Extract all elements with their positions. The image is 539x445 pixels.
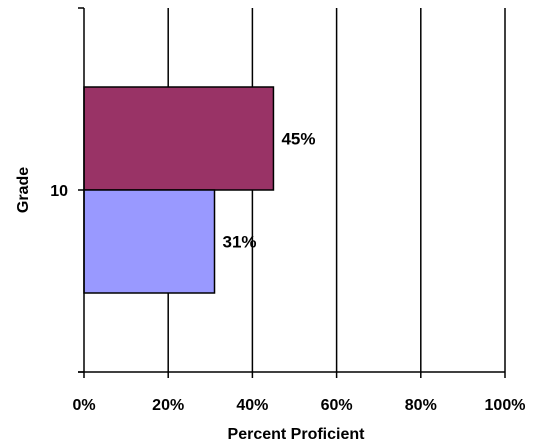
data-label-1: 45%	[281, 130, 315, 149]
x-tick-label-40: 40%	[236, 397, 268, 414]
x-tick-label-100: 100%	[485, 397, 526, 414]
bars	[83, 86, 275, 294]
gridlines	[167, 8, 506, 372]
x-tick-label-60: 60%	[321, 397, 353, 414]
axes	[78, 7, 506, 378]
y-axis-title: Grade	[15, 167, 32, 213]
data-label-2: 31%	[223, 233, 257, 252]
category-label-10: 10	[50, 183, 68, 200]
labels: 45% 31% 0% 20% 40% 60% 80% 100% 10	[50, 130, 525, 415]
bar-series-2	[83, 189, 216, 294]
bar-series-1	[83, 86, 275, 191]
x-tick-label-20: 20%	[152, 397, 184, 414]
x-tick-label-0: 0%	[72, 397, 95, 414]
x-axis-title: Percent Proficient	[228, 426, 366, 443]
x-tick-label-80: 80%	[405, 397, 437, 414]
